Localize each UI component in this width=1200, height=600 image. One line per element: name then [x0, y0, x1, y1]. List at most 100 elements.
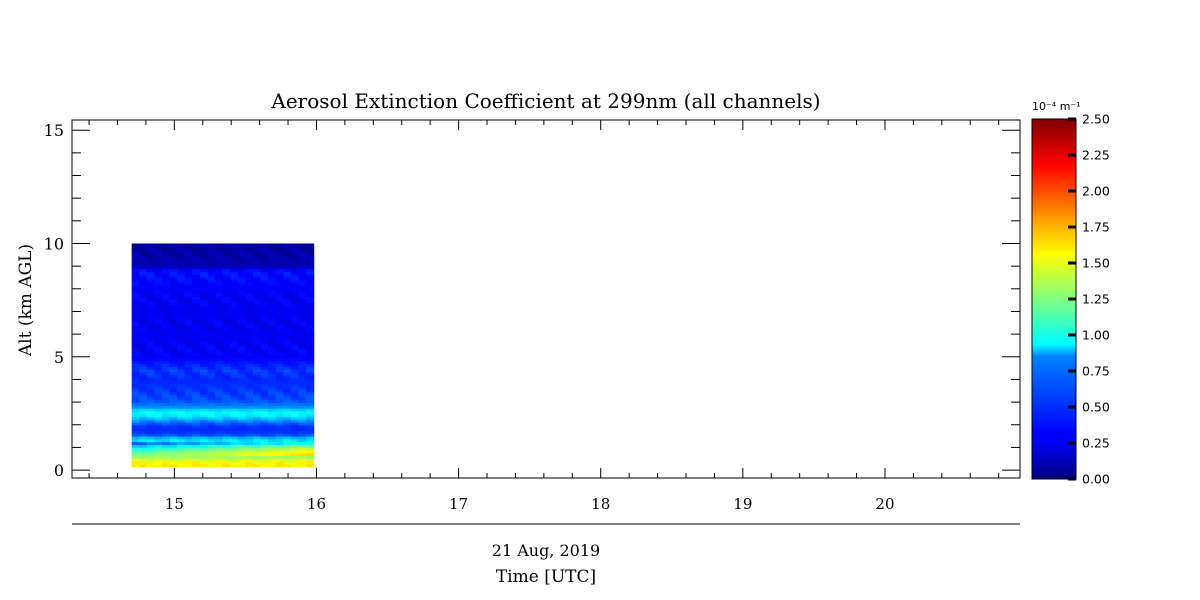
heatmap-cell: [290, 271, 300, 275]
chart-title: Aerosol Extinction Coefficient at 299nm …: [270, 89, 820, 113]
heatmap-cell: [177, 391, 186, 395]
heatmap-cell: [169, 385, 178, 390]
heatmap-cell: [260, 371, 269, 376]
heatmap-cell: [207, 424, 216, 429]
heatmap-cell: [192, 461, 201, 465]
heatmap-cell: [290, 329, 300, 334]
heatmap-cell: [169, 290, 178, 295]
heatmap-cell: [207, 329, 216, 334]
heatmap-cell: [146, 293, 156, 298]
heatmap-cell: [260, 338, 269, 342]
heatmap-cell: [275, 243, 284, 247]
heatmap-cell: [222, 363, 231, 367]
heatmap-cell: [146, 438, 156, 443]
heatmap-cell: [306, 338, 315, 342]
heatmap-cell: [268, 346, 277, 351]
heatmap-cell: [245, 349, 254, 353]
heatmap-cell: [169, 419, 178, 423]
heatmap-cell: [245, 435, 254, 440]
heatmap-cell: [290, 444, 300, 448]
heatmap-cell: [260, 391, 269, 395]
heatmap-cell: [245, 396, 254, 401]
heatmap-cell: [237, 380, 246, 384]
heatmap-cell: [260, 324, 269, 328]
heatmap-cell: [283, 243, 292, 247]
heatmap-cell: [222, 279, 231, 284]
heatmap-cell: [230, 405, 239, 409]
heatmap-cell: [169, 410, 178, 415]
heatmap-cell: [237, 355, 246, 359]
heatmap-cell: [222, 374, 231, 378]
heatmap-cell: [230, 285, 239, 289]
heatmap-cell: [131, 310, 140, 314]
heatmap-cell: [139, 324, 148, 328]
heatmap-cell: [139, 363, 148, 367]
heatmap-cell: [306, 304, 315, 309]
heatmap-cell: [237, 299, 246, 303]
heatmap-cell: [207, 461, 216, 465]
heatmap-cell: [131, 282, 140, 286]
heatmap-cell: [252, 329, 262, 334]
heatmap-cell: [222, 246, 231, 250]
heatmap-cell: [245, 332, 254, 337]
heatmap-cell: [268, 288, 277, 292]
heatmap-cell: [184, 444, 193, 448]
heatmap-cell: [146, 243, 156, 247]
heatmap-cell: [199, 304, 209, 309]
heatmap-cell: [184, 449, 193, 454]
heatmap-cell: [162, 357, 171, 362]
heatmap-cell: [177, 257, 186, 261]
heatmap-cell: [207, 288, 216, 292]
heatmap-cell: [169, 424, 178, 429]
heatmap-cell: [131, 408, 140, 412]
heatmap-cell: [154, 268, 163, 272]
heatmap-cell: [230, 410, 239, 415]
heatmap-cell: [162, 257, 171, 261]
heatmap-cell: [139, 246, 148, 250]
heatmap-cell: [268, 377, 277, 381]
heatmap-cell: [215, 243, 224, 247]
heatmap-cell: [139, 430, 148, 434]
heatmap-cell: [306, 341, 315, 345]
heatmap-cell: [169, 380, 178, 384]
heatmap-cell: [252, 363, 262, 367]
heatmap-cell: [230, 243, 239, 247]
heatmap-cell: [283, 304, 292, 309]
heatmap-cell: [290, 263, 300, 267]
heatmap-cell: [162, 461, 171, 465]
heatmap-cell: [192, 438, 201, 443]
heatmap-cell: [230, 380, 239, 384]
heatmap-cell: [290, 369, 300, 373]
heatmap-cell: [298, 380, 307, 384]
heatmap-cell: [169, 422, 178, 426]
heatmap-cell: [184, 299, 193, 303]
heatmap-cell: [162, 424, 171, 429]
heatmap-cell: [245, 447, 254, 451]
heatmap-cell: [192, 369, 201, 373]
heatmap-cell: [162, 360, 171, 365]
heatmap-cell: [237, 447, 246, 451]
heatmap-cell: [184, 282, 193, 286]
heatmap-cell: [268, 265, 277, 270]
heatmap-cell: [207, 310, 216, 314]
heatmap-cell: [154, 282, 163, 286]
heatmap-cell: [283, 282, 292, 286]
heatmap-cell: [192, 430, 201, 434]
heatmap-cell: [184, 310, 193, 314]
heatmap-cell: [275, 369, 284, 373]
heatmap-cell: [252, 396, 262, 401]
heatmap-cell: [215, 394, 224, 398]
heatmap-cell: [283, 302, 292, 306]
heatmap-cell: [283, 335, 292, 339]
heatmap-cell: [275, 416, 284, 420]
heatmap-cell: [215, 430, 224, 434]
heatmap-cell: [207, 327, 216, 331]
heatmap-cell: [154, 461, 163, 465]
heatmap-cell: [268, 408, 277, 412]
heatmap-cell: [169, 402, 178, 406]
heatmap-cell: [252, 441, 262, 445]
heatmap-cell: [268, 394, 277, 398]
heatmap-cell: [169, 307, 178, 312]
heatmap-cell: [306, 268, 315, 272]
heatmap-cell: [177, 318, 186, 323]
